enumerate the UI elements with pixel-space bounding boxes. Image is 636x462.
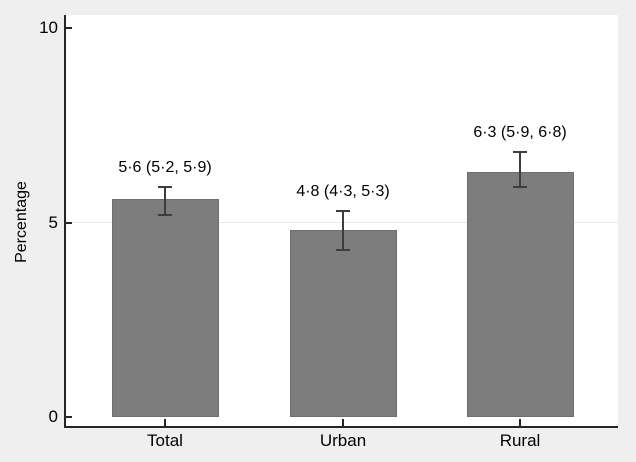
bar-value-label-rural: 6·3 (5·9, 6·8) [473, 124, 567, 142]
y-tick-10 [66, 27, 72, 29]
y-tick-label-10: 10 [39, 18, 58, 37]
error-bar-cap-bottom [513, 186, 527, 189]
error-bar-line [342, 210, 344, 250]
bar-total [111, 199, 219, 417]
bar-urban [289, 230, 397, 417]
x-category-label-rural: Rural [499, 431, 541, 450]
bar-value-label-urban: 4·8 (4·3, 5·3) [296, 182, 390, 200]
error-bar-cap-top [336, 209, 350, 212]
y-axis-title: Percentage [13, 181, 30, 263]
error-bar-cap-top [513, 151, 527, 154]
x-category-label-total: Total [147, 431, 183, 450]
y-tick-label-0: 0 [48, 407, 58, 426]
error-bar-cap-bottom [336, 248, 350, 251]
y-axis-line [64, 15, 66, 428]
y-tick-0 [66, 416, 72, 418]
error-bar-cap-bottom [158, 213, 172, 216]
y-tick-5 [66, 221, 72, 224]
bar-value-label-total: 5·6 (5·2, 5·9) [118, 159, 212, 177]
y-tick-label-5: 5 [48, 212, 58, 232]
error-bar-line [519, 152, 521, 188]
x-tick-urban [342, 419, 344, 427]
error-bar-line [164, 187, 166, 215]
x-tick-rural [519, 419, 521, 427]
error-bar-cap-top [158, 186, 172, 189]
x-tick-total [164, 419, 166, 427]
x-axis-line [64, 426, 618, 428]
bar-rural [466, 171, 574, 417]
x-category-label-urban: Urban [319, 431, 367, 450]
